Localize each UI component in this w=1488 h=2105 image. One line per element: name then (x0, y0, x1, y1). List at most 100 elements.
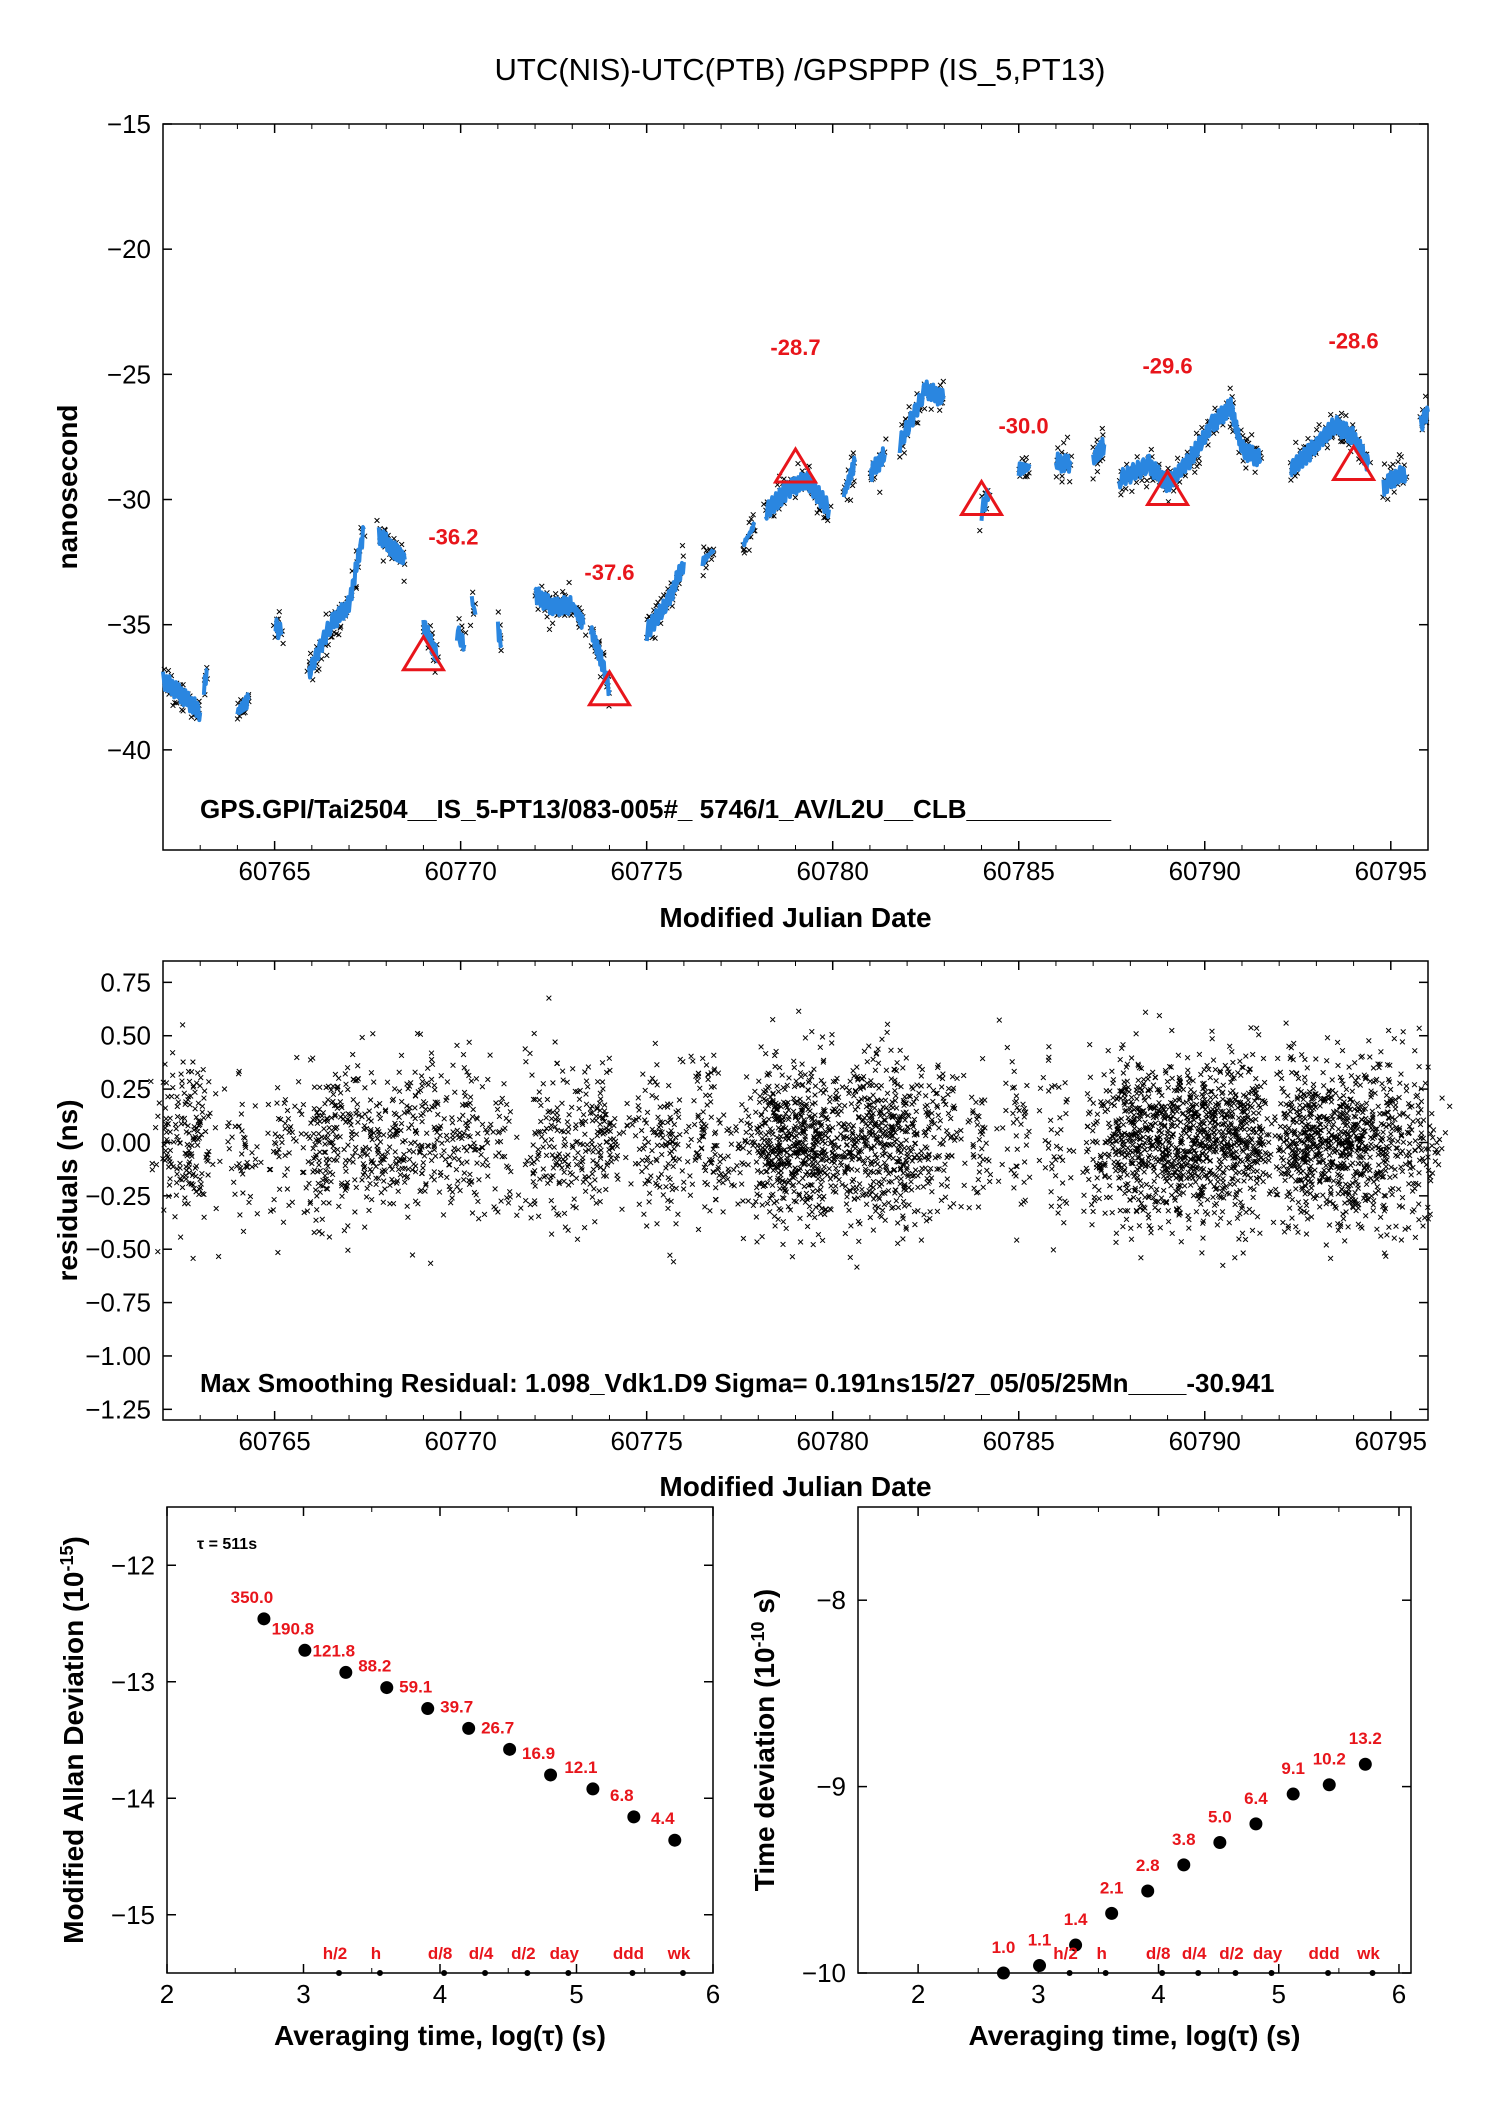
residual-point (527, 1154, 534, 1161)
residual-point (589, 1194, 596, 1200)
residual-point (695, 1114, 701, 1120)
residual-point (363, 1194, 370, 1200)
residual-point (731, 1183, 737, 1189)
residual-point (244, 1159, 250, 1166)
residual-point (793, 1078, 799, 1084)
residual-point (450, 1149, 457, 1156)
residual-point (565, 1152, 571, 1158)
raw-point (897, 454, 903, 460)
residual-point (777, 1158, 783, 1165)
residual-point (369, 1157, 375, 1164)
residual-point (322, 1149, 329, 1156)
residual-point (194, 1070, 201, 1076)
residual-point (738, 1117, 744, 1124)
residual-point (379, 1152, 385, 1158)
residual-point (555, 1117, 562, 1124)
raw-point (901, 450, 908, 456)
residual-point (817, 1044, 824, 1051)
residual-point (646, 1199, 652, 1205)
residual-point (561, 1158, 568, 1165)
residual-point (543, 1115, 549, 1121)
residual-point (913, 1108, 920, 1115)
residual-point (460, 1112, 466, 1119)
residual-point (1232, 1254, 1238, 1261)
smoothed-curve (1381, 464, 1408, 497)
residual-point (313, 1152, 319, 1158)
residual-point (826, 1166, 832, 1172)
residual-point (553, 1162, 559, 1168)
residual-point (1285, 1166, 1292, 1173)
raw-point (380, 558, 387, 564)
residual-point (657, 1184, 663, 1190)
residual-point (484, 1162, 491, 1169)
residual-point (780, 1114, 787, 1121)
residual-point (398, 1156, 405, 1163)
residual-point (601, 1118, 608, 1125)
residual-point (311, 1167, 318, 1173)
residual-point (404, 1173, 411, 1180)
y-axis-label: nanosecond (52, 405, 83, 570)
residual-point (1021, 1110, 1028, 1117)
raw-point (680, 553, 687, 559)
residual-point (1101, 1071, 1107, 1078)
residual-point (973, 1099, 979, 1106)
residual-point (1134, 1177, 1140, 1184)
marker-value-label: -37.6 (584, 560, 634, 585)
residual-point (1090, 1156, 1096, 1163)
residual-point (949, 1153, 955, 1159)
residual-point (455, 1146, 462, 1153)
residual-point (654, 1082, 660, 1088)
residual-point (1248, 1163, 1255, 1170)
residual-point (354, 1101, 361, 1108)
residual-point (833, 1165, 839, 1172)
residual-point (384, 1149, 391, 1155)
residual-point (444, 1094, 450, 1101)
residual-point (654, 1182, 660, 1189)
residual-point (554, 1105, 561, 1111)
residual-point (779, 1119, 786, 1126)
residual-point (812, 1092, 818, 1098)
residual-point (200, 1066, 206, 1073)
residual-point (1057, 1115, 1063, 1121)
residual-point (548, 1231, 555, 1237)
residual-point (314, 1168, 321, 1175)
residual-point (711, 1142, 718, 1149)
y-tick-label: 0.25 (100, 1074, 151, 1104)
raw-point (1134, 454, 1140, 460)
raw-point (1024, 473, 1030, 480)
residual-point (199, 1191, 206, 1197)
residual-point (750, 1202, 757, 1209)
residual-point (1154, 1172, 1161, 1179)
residual-point (561, 1169, 567, 1176)
residual-point (687, 1192, 694, 1198)
residual-point (1186, 1133, 1192, 1140)
raw-point (877, 489, 883, 496)
residual-point (870, 1178, 877, 1185)
residual-point (487, 1052, 493, 1058)
residual-point (405, 1214, 411, 1221)
residual-point (376, 1100, 383, 1107)
residual-point (325, 1130, 331, 1136)
residual-point (595, 1149, 602, 1155)
residual-point (590, 1149, 596, 1155)
residual-point (986, 1178, 993, 1185)
residual-point (307, 1199, 314, 1205)
residual-point (1009, 1059, 1015, 1065)
residual-point (597, 1155, 604, 1161)
residual-point (1084, 1123, 1091, 1129)
residual-point (772, 1223, 778, 1229)
residual-point (407, 1080, 414, 1086)
residual-point (642, 1087, 648, 1094)
residual-point (415, 1201, 421, 1207)
residual-point (702, 1167, 709, 1174)
residual-point (881, 1176, 887, 1183)
residual-point (672, 1157, 678, 1164)
residual-point (771, 1200, 777, 1206)
residual-point (167, 1129, 173, 1135)
x-axis-label: Modified Julian Date (659, 902, 931, 933)
residual-point (461, 1130, 467, 1136)
residual-point (791, 1064, 798, 1071)
residual-point (893, 1092, 899, 1099)
residual-point (805, 1079, 812, 1086)
residual-point (1026, 1128, 1032, 1135)
